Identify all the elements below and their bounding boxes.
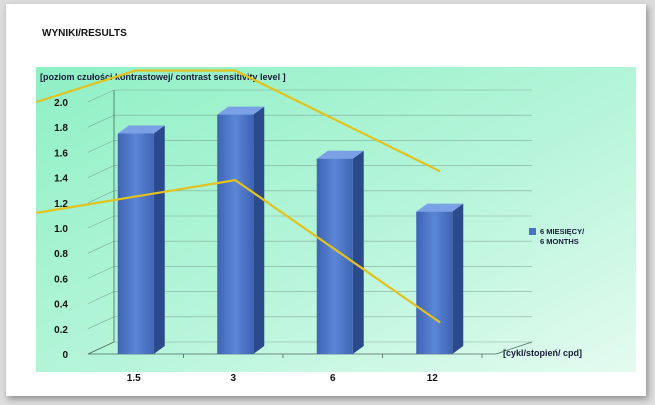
y-tick-label: 0.6	[54, 274, 68, 285]
x-tick-label: 6	[330, 373, 336, 384]
chart: WYNIKI/RESULTS [poziom czułości kontrast…	[35, 28, 636, 384]
y-axis-label: [poziom czułości kontrastowej/ contrast …	[40, 72, 286, 82]
y-tick-label: 1.6	[54, 148, 68, 159]
grid	[87, 89, 533, 355]
bar	[117, 125, 165, 354]
reference-line-upper-norm	[35, 69, 441, 173]
legend: 6 MIESIĘCY/6 MONTHS	[529, 227, 585, 246]
reference-line-lower-norm	[36, 179, 441, 324]
y-tick-label: 0.2	[54, 325, 68, 336]
chart-card: WYNIKI/RESULTS [poziom czułości kontrast…	[6, 4, 646, 396]
y-tick-label: 1.8	[54, 123, 68, 134]
bars	[117, 106, 464, 354]
reference-lines	[35, 69, 441, 324]
y-ticks: 0 0.2 0.4 0.6 0.8 1.0 1.2 1.4 1.6 1.8 2.0	[54, 98, 68, 361]
x-axis-label: [cykl/stopień/ cpd]	[503, 348, 582, 358]
y-tick-label: 2.0	[54, 98, 68, 109]
x-tick-label: 1.5	[127, 373, 141, 384]
y-tick-label: 0.8	[54, 249, 68, 260]
chart-title: WYNIKI/RESULTS	[42, 28, 127, 39]
legend-label: 6 MONTHS	[540, 237, 579, 246]
y-tick-label: 1.2	[54, 199, 68, 210]
axis-lines	[87, 90, 533, 355]
bar	[217, 106, 265, 354]
y-tick-label: 0.4	[54, 300, 68, 311]
legend-swatch	[529, 228, 536, 235]
bar	[416, 203, 464, 354]
y-tick-label: 1.4	[54, 174, 68, 185]
y-tick-label: 0	[62, 350, 68, 361]
y-tick-label: 1.0	[54, 224, 68, 235]
x-tick-label: 3	[230, 373, 236, 384]
legend-label: 6 MIESIĘCY/	[540, 227, 585, 236]
x-tick-label: 12	[427, 373, 439, 384]
x-ticks: 1.5 3 6 12	[127, 354, 483, 384]
